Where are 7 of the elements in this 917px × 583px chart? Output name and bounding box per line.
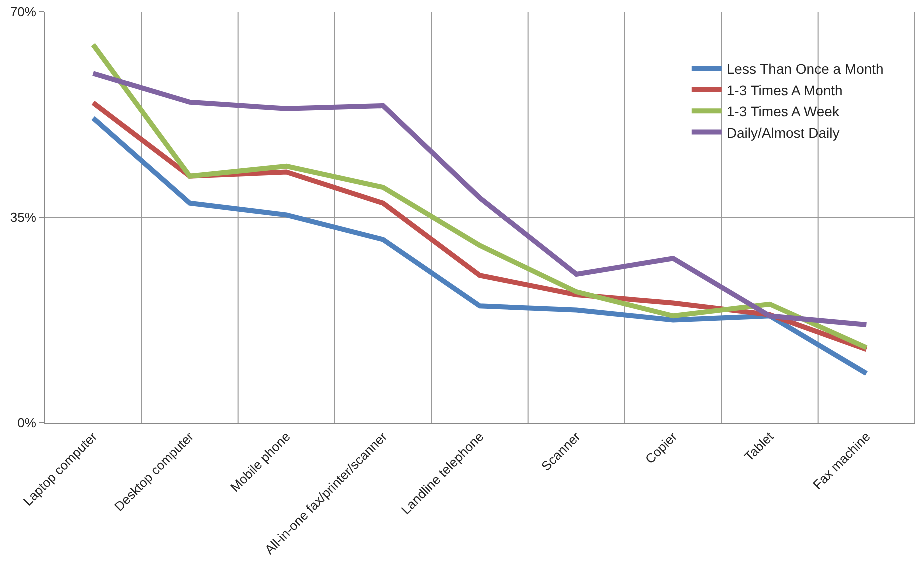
legend-label: Daily/Almost Daily (726, 124, 840, 141)
y-tick-label: 0% (18, 416, 37, 431)
legend-label: 1-3 Times A Month (726, 82, 843, 98)
legend-label: 1-3 Times A Week (726, 104, 840, 120)
y-tick-label: 70% (10, 4, 37, 20)
y-tick-label: 35% (10, 210, 37, 226)
legend-label: Less Than Once a Month (726, 61, 884, 78)
